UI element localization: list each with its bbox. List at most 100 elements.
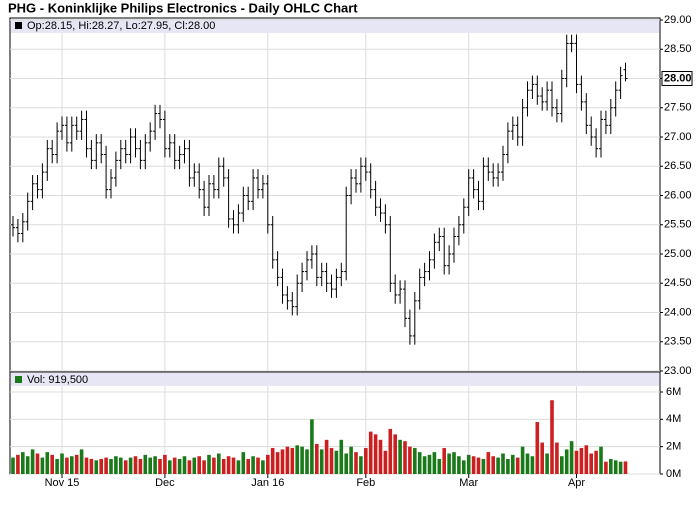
volume-bar <box>40 457 45 474</box>
x-tick-label: Mar <box>459 477 478 489</box>
volume-bar <box>437 458 442 474</box>
volume-bar <box>212 457 216 474</box>
volume-bar <box>569 441 574 474</box>
volume-bar <box>496 457 500 474</box>
volume-bar <box>408 446 412 474</box>
volume-bar <box>383 450 388 474</box>
y-tick-label: 23.00 <box>664 365 692 377</box>
volume-bar <box>491 456 495 474</box>
volume-bar <box>564 449 569 474</box>
volume-bar <box>368 431 373 474</box>
volume-bar <box>613 460 618 474</box>
volume-bar <box>217 453 221 474</box>
volume-bar <box>280 449 285 474</box>
volume-bar <box>114 456 118 474</box>
volume-bar <box>207 454 211 474</box>
y-tick-label: 23.50 <box>664 336 692 348</box>
volume-bar <box>119 457 123 474</box>
volume-bar <box>579 448 584 474</box>
volume-bar <box>30 449 35 474</box>
volume-bar <box>511 454 515 474</box>
volume-bar <box>261 460 265 474</box>
volume-bar <box>555 442 559 474</box>
volume-bar <box>413 448 417 474</box>
x-tick-label: Jan 16 <box>251 477 284 489</box>
x-tick-label: Feb <box>356 477 375 489</box>
y-tick-label: 28.00 <box>664 72 692 84</box>
volume-bar <box>270 448 275 474</box>
volume-bar <box>359 456 363 474</box>
volume-bar <box>55 458 59 474</box>
volume-bar <box>123 460 128 474</box>
volume-bar <box>310 419 314 474</box>
volume-bar <box>319 449 324 474</box>
volume-bar <box>25 456 30 474</box>
volume-bar <box>589 453 593 474</box>
y-tick-label: 6M <box>666 386 681 398</box>
volume-bar <box>388 428 393 474</box>
volume-bar <box>447 453 451 474</box>
volume-bar <box>623 461 628 474</box>
y-tick-label: 0M <box>666 468 681 480</box>
volume-bar <box>192 457 197 474</box>
volume-bar <box>373 434 378 474</box>
volume-bar <box>471 456 476 474</box>
volume-bar <box>378 439 383 474</box>
volume-bar <box>94 460 99 474</box>
volume-bar <box>398 439 402 474</box>
volume-bar <box>422 456 427 474</box>
y-tick-label: 2M <box>666 441 681 453</box>
x-tick-label: Nov 15 <box>45 477 80 489</box>
y-tick-label: 26.50 <box>664 160 692 172</box>
x-tick-label: Dec <box>155 477 175 489</box>
volume-bar <box>300 446 304 474</box>
volume-bar <box>599 446 603 474</box>
volume-bar <box>133 456 138 474</box>
volume-bar <box>432 452 437 474</box>
volume-bar <box>550 400 554 474</box>
volume-bar <box>594 450 598 474</box>
price-legend: Op:28.15, Hi:28.27, Lo:27.95, Cl:28.00 <box>27 20 215 32</box>
volume-bar <box>339 439 344 474</box>
price-panel <box>9 17 661 372</box>
volume-bar <box>354 452 358 474</box>
volume-bar <box>535 422 540 474</box>
y-tick-label: 24.50 <box>664 277 692 289</box>
volume-bar <box>21 452 25 474</box>
volume-bar <box>334 450 339 474</box>
volume-legend: Vol: 919,500 <box>27 374 88 386</box>
volume-bar <box>202 460 206 474</box>
volume-bar <box>324 439 329 474</box>
y-tick-label: 24.00 <box>664 306 692 318</box>
volume-bar <box>172 457 177 474</box>
volume-bar <box>462 460 466 474</box>
volume-bar <box>153 456 157 474</box>
volume-bar <box>65 457 69 474</box>
y-tick-label: 27.50 <box>664 102 692 114</box>
volume-bar <box>266 454 270 474</box>
volume-bar <box>84 457 89 474</box>
last-price-box <box>661 71 693 86</box>
volume-bar <box>520 446 525 474</box>
volume-bar <box>50 454 54 474</box>
volume-bar <box>99 458 103 474</box>
volume-bar <box>138 458 143 474</box>
volume-bar <box>403 441 407 474</box>
volume-bar <box>315 443 319 474</box>
volume-bar <box>104 457 108 474</box>
volume-bar <box>143 454 148 474</box>
volume-bar <box>427 454 432 474</box>
volume-bar <box>251 456 255 474</box>
volume-bar <box>344 453 348 474</box>
volume-bar <box>79 449 84 474</box>
volume-bar <box>221 458 226 474</box>
volume-bar <box>16 454 20 474</box>
y-tick-label: 4M <box>666 413 681 425</box>
price-legend-swatch <box>15 22 22 29</box>
volume-bar <box>452 452 456 474</box>
y-tick-label: 28.50 <box>664 43 692 55</box>
volume-bar <box>236 460 241 474</box>
volume-bar <box>182 456 187 474</box>
marks <box>11 34 628 474</box>
